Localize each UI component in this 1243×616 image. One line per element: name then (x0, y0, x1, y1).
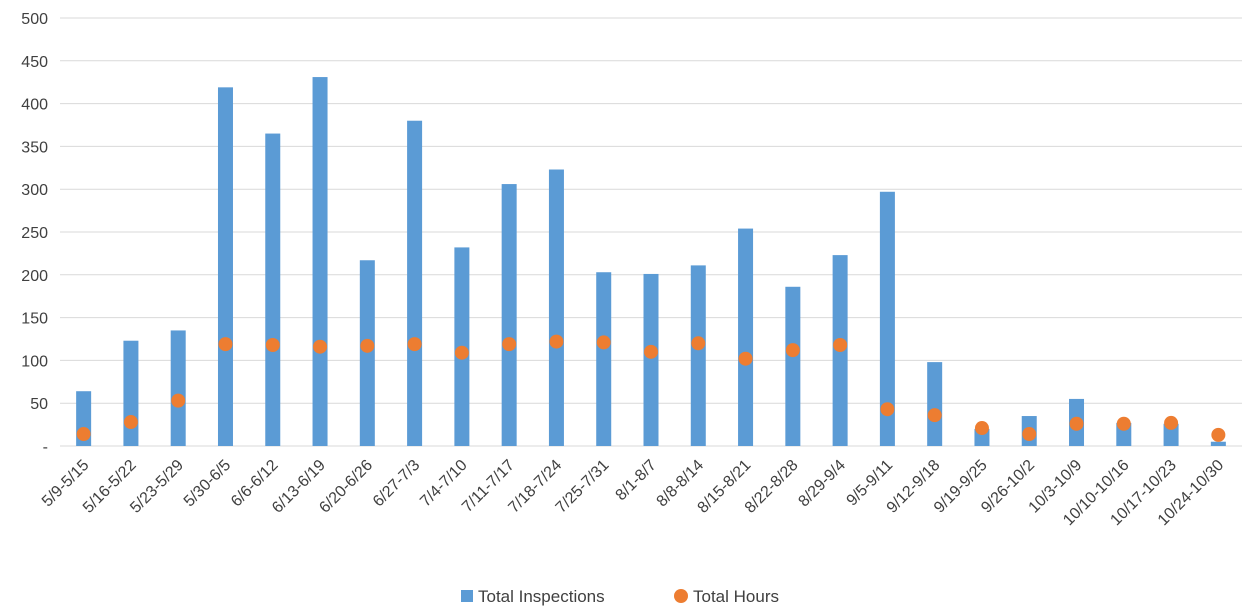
bar-total-inspections (548, 169, 564, 446)
point-total-hours (265, 337, 280, 352)
bar-total-inspections (407, 120, 423, 446)
point-total-hours (1211, 427, 1226, 442)
point-total-hours (833, 337, 848, 352)
y-tick-label: 350 (21, 139, 48, 156)
point-total-hours (927, 408, 942, 423)
legend-swatch-total-hours (674, 589, 688, 603)
y-tick-label: 50 (30, 396, 48, 413)
y-axis-ticks: - 50 100 150 200 250 300 350 400 450 500 (21, 11, 48, 456)
y-tick-label: 100 (21, 353, 48, 370)
bar-total-inspections (265, 133, 281, 446)
point-total-hours (644, 344, 658, 359)
y-tick-label: - (43, 439, 48, 456)
point-total-hours (549, 334, 564, 349)
bar-total-inspections (643, 273, 659, 446)
x-tick-label: 8/1-8/7 (613, 457, 660, 504)
bar-total-inspections (596, 272, 612, 446)
point-total-hours (596, 335, 611, 350)
bar-total-inspections (785, 286, 801, 446)
point-total-hours (123, 415, 138, 430)
y-tick-label: 400 (21, 97, 48, 114)
point-total-hours (313, 339, 328, 354)
bar-total-inspections (690, 265, 706, 446)
bar-total-inspections (359, 260, 375, 446)
y-tick-label: 300 (21, 182, 48, 199)
y-tick-label: 150 (21, 311, 48, 328)
point-total-hours (1116, 416, 1131, 431)
point-total-hours (407, 337, 422, 352)
point-total-hours (1069, 416, 1084, 431)
y-tick-label: 450 (21, 54, 48, 71)
bar-total-inspections (123, 340, 139, 446)
x-tick-label: 8/29-9/4 (795, 457, 849, 511)
point-total-hours (785, 343, 800, 358)
bar-total-inspections (170, 330, 186, 446)
legend-label-total-hours: Total Hours (693, 587, 779, 606)
point-total-hours (502, 337, 517, 352)
bar-total-inspections (1163, 423, 1179, 446)
x-tick-label: 5/30-6/5 (181, 457, 235, 511)
point-total-hours (454, 345, 469, 360)
bar-total-inspections (501, 184, 517, 446)
point-total-hours (738, 351, 753, 366)
bars (76, 77, 1226, 447)
legend-swatch-total-inspections (461, 590, 473, 602)
point-total-hours (218, 337, 233, 352)
bar-total-inspections (879, 191, 895, 446)
point-total-hours (974, 421, 989, 436)
y-tick-label: 200 (21, 268, 48, 285)
point-total-hours (360, 338, 375, 353)
bar-total-inspections (927, 362, 943, 446)
point-total-hours (1022, 427, 1037, 442)
bar-total-inspections (312, 77, 328, 447)
x-tick-label: 6/27-7/3 (370, 457, 424, 511)
points (76, 334, 1226, 442)
y-tick-label: 250 (21, 225, 48, 242)
point-total-hours (76, 427, 91, 442)
bar-total-inspections (1210, 441, 1226, 446)
point-total-hours (1164, 415, 1179, 430)
legend-label-total-inspections: Total Inspections (478, 587, 605, 606)
point-total-hours (691, 336, 706, 351)
y-tick-label: 500 (21, 11, 48, 28)
x-axis-ticks: 5/9-5/155/16-5/225/23-5/295/30-6/56/6-6/… (39, 457, 1227, 529)
point-total-hours (880, 402, 895, 417)
bar-total-inspections (738, 228, 754, 446)
bar-total-inspections (217, 87, 233, 446)
legend: Total Inspections Total Hours (461, 587, 779, 606)
point-total-hours (171, 393, 186, 408)
